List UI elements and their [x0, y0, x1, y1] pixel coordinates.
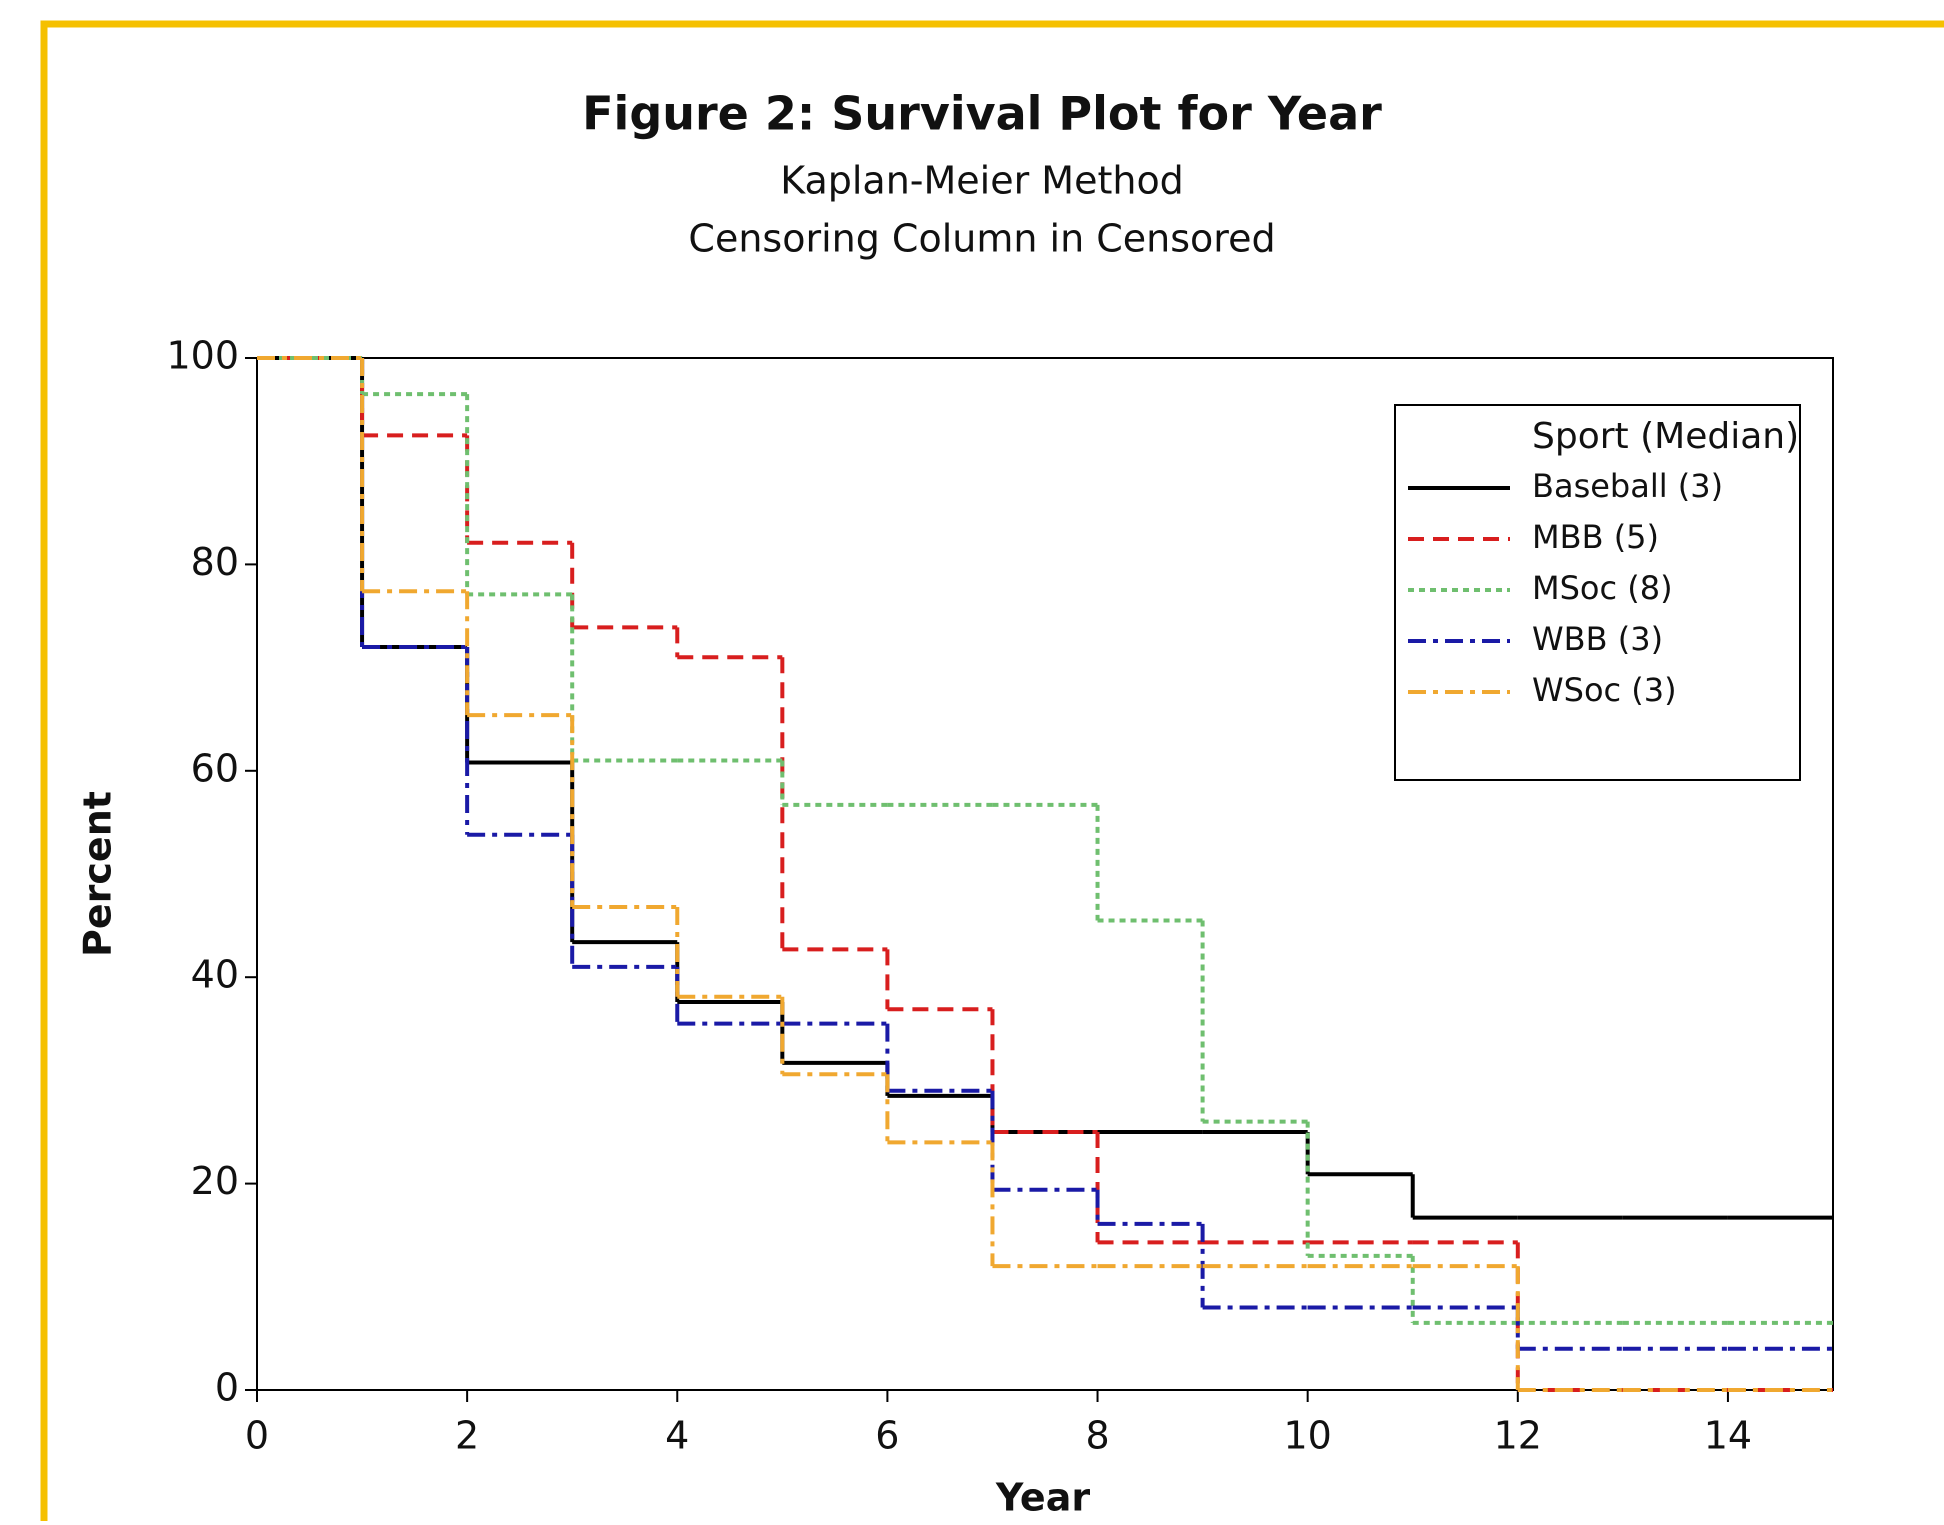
x-tick-label: 12: [1494, 1414, 1542, 1458]
chart-subtitle: Kaplan-Meier Method: [780, 159, 1184, 203]
x-tick-label: 0: [245, 1414, 269, 1458]
x-tick-label: 14: [1704, 1414, 1752, 1458]
y-tick-label: 100: [166, 334, 239, 378]
frame: [40, 20, 1944, 1525]
x-tick-label: 4: [665, 1414, 689, 1458]
legend-label: WBB (3): [1532, 620, 1663, 658]
y-tick-label: 60: [191, 746, 239, 790]
y-tick-label: 40: [191, 953, 239, 997]
x-tick-label: 2: [455, 1414, 479, 1458]
y-tick-label: 20: [191, 1159, 239, 1203]
legend-label: MSoc (8): [1532, 569, 1673, 607]
legend-label: MBB (5): [1532, 518, 1659, 556]
y-tick-label: 0: [215, 1366, 239, 1410]
legend-title: Sport (Median): [1532, 416, 1799, 457]
chart-title: Figure 2: Survival Plot for Year: [582, 87, 1382, 141]
y-axis-label: Percent: [76, 791, 120, 957]
plot-frame: [256, 357, 1834, 1391]
x-axis-label: Year: [995, 1476, 1090, 1520]
x-tick-label: 6: [875, 1414, 899, 1458]
legend-label: WSoc (3): [1532, 671, 1677, 709]
y-tick-label: 80: [191, 540, 239, 584]
chart-subtitle: Censoring Column in Censored: [688, 217, 1275, 261]
x-tick-label: 8: [1085, 1414, 1109, 1458]
legend-label: Baseball (3): [1532, 467, 1723, 505]
x-tick-label: 10: [1283, 1414, 1331, 1458]
legend-box: [1394, 404, 1801, 781]
